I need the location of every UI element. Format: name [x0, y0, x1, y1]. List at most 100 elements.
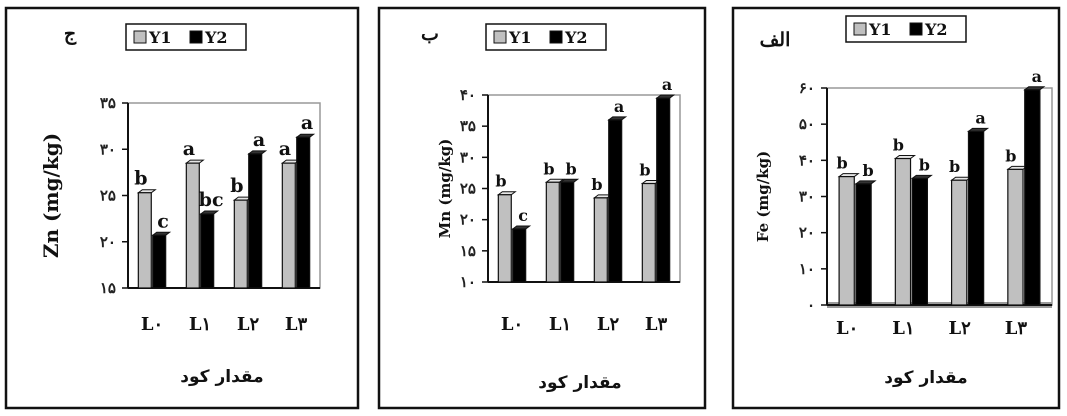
- bar-y1-2: [894, 157, 912, 306]
- bar-y2-1: [512, 228, 527, 283]
- significance-label: bc: [199, 189, 224, 211]
- legend: Y1 Y2: [485, 23, 607, 51]
- bar-y2-3: [608, 119, 623, 283]
- y-tick-label: ۳۵: [100, 94, 116, 112]
- panel-frame: [377, 6, 707, 410]
- legend: Y1 Y2: [845, 15, 967, 43]
- legend-label-y2: Y2: [564, 28, 588, 47]
- significance-label: a: [253, 129, 265, 151]
- legend-swatch-y1: [133, 30, 147, 44]
- bar-y1-4: [281, 162, 296, 289]
- legend-swatch-y1: [493, 30, 507, 44]
- y-tick-label: ۱۰: [799, 260, 815, 278]
- y-tick-label: ۲۰: [100, 233, 116, 251]
- y-tick-label: ۰: [807, 296, 815, 314]
- x-tick-label: L۱: [189, 314, 211, 335]
- bar-y2-1: [152, 234, 167, 289]
- significance-label: a: [614, 97, 624, 116]
- significance-label: b: [919, 155, 930, 174]
- panel-letter: الف: [760, 29, 791, 51]
- x-tick-label: L۰: [141, 314, 163, 335]
- significance-label: b: [591, 175, 602, 194]
- x-tick-label: L۱: [549, 314, 571, 335]
- y-tick-label: ۲۵: [100, 187, 116, 205]
- y-tick-label: ۲۵: [460, 180, 476, 198]
- significance-label: a: [279, 138, 291, 160]
- x-tick-label: L۰: [501, 314, 523, 335]
- significance-label: b: [837, 154, 848, 173]
- significance-label: c: [157, 210, 169, 232]
- significance-label: b: [565, 159, 576, 178]
- bar-y2-2: [911, 177, 929, 306]
- bar-y2-3: [967, 130, 985, 306]
- x-tick-label: L۰: [836, 318, 858, 339]
- y-tick-label: ۱۰: [460, 273, 476, 291]
- x-tick-label: L۲: [948, 318, 971, 339]
- significance-label: c: [518, 206, 528, 225]
- significance-label: b: [495, 172, 506, 191]
- bar-y1-3: [233, 199, 248, 289]
- y-tick-label: ۶۰: [799, 79, 815, 97]
- significance-label: b: [543, 159, 554, 178]
- bar-y2-4: [296, 136, 311, 289]
- bar-y1-2: [185, 162, 200, 289]
- x-tick-label: L۲: [597, 314, 620, 335]
- x-tick-label: L۳: [645, 314, 668, 335]
- y-tick-label: ۱۵: [100, 279, 116, 297]
- x-axis-label: مقدار کود: [180, 367, 263, 387]
- legend-swatch-y1: [853, 22, 867, 36]
- x-tick-label: L۱: [892, 318, 914, 339]
- y-axis-label: Fe (mg/kg): [754, 151, 772, 243]
- bar-y2-2: [200, 213, 215, 289]
- significance-label: b: [863, 161, 874, 180]
- legend-label-y1: Y1: [508, 28, 532, 47]
- significance-label: b: [639, 161, 650, 180]
- bar-y1-4: [641, 182, 656, 283]
- x-axis-label: مقدار کود: [538, 373, 621, 393]
- legend-swatch-y2: [549, 30, 563, 44]
- y-tick-label: ۳۰: [799, 188, 815, 206]
- legend-swatch-y2: [189, 30, 203, 44]
- y-tick-label: ۱۵: [460, 242, 476, 260]
- x-tick-label: L۳: [285, 314, 308, 335]
- significance-label: b: [134, 168, 147, 190]
- significance-label: a: [183, 138, 195, 160]
- significance-label: b: [949, 157, 960, 176]
- significance-label: a: [975, 108, 985, 127]
- y-tick-label: ۲۰: [799, 224, 815, 242]
- significance-label: b: [230, 175, 243, 197]
- panel-letter: ج: [64, 23, 77, 45]
- legend-label-y2: Y2: [924, 20, 948, 39]
- x-axis-label: مقدار کود: [884, 368, 967, 388]
- y-tick-label: ۳۵: [460, 117, 476, 135]
- legend-label-y1: Y1: [868, 20, 892, 39]
- legend: Y1 Y2: [125, 23, 247, 51]
- bar-y1-1: [497, 194, 512, 283]
- y-tick-label: ۳۰: [100, 140, 116, 158]
- y-axis-label: Mn (mg/kg): [436, 139, 454, 239]
- significance-label: a: [662, 75, 672, 94]
- y-tick-label: ۲۰: [460, 211, 476, 229]
- significance-label: a: [301, 112, 313, 134]
- significance-label: b: [1005, 146, 1016, 165]
- bar-y2-3: [248, 153, 263, 289]
- bar-y1-3: [950, 179, 968, 306]
- bar-y1-4: [1007, 168, 1024, 306]
- y-tick-label: ۳۰: [460, 148, 476, 166]
- significance-label: b: [893, 136, 904, 155]
- legend-label-y2: Y2: [204, 28, 228, 47]
- legend-swatch-y2: [909, 22, 923, 36]
- y-tick-label: ۴۰: [460, 86, 476, 104]
- x-tick-label: L۲: [237, 314, 260, 335]
- bar-y1-1: [838, 176, 855, 306]
- y-axis-label: Zn (mg/kg): [39, 133, 63, 258]
- panel-letter: ب: [421, 23, 439, 45]
- bar-y2-4: [1024, 89, 1041, 306]
- legend-label-y1: Y1: [148, 28, 172, 47]
- y-tick-label: ۴۰: [799, 151, 815, 169]
- y-tick-label: ۵۰: [799, 115, 815, 133]
